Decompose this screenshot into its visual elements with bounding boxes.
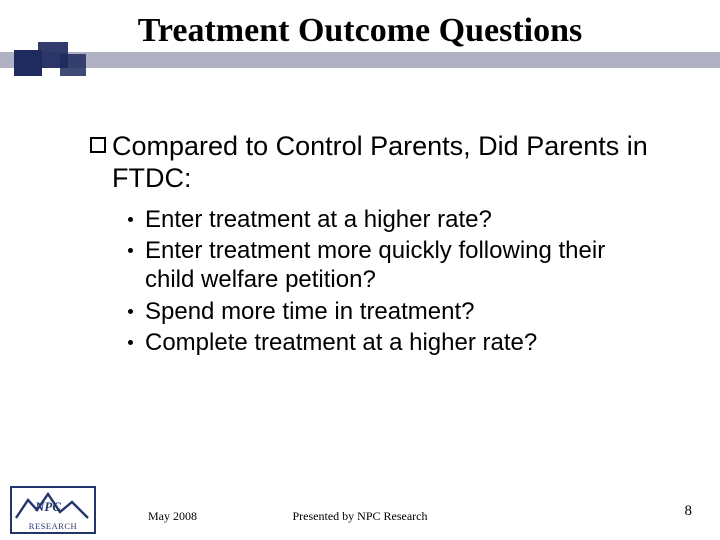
question-text: Compared to Control Parents, Did Parents… xyxy=(112,130,650,195)
dot-bullet-icon xyxy=(128,340,133,345)
list-item-text: Complete treatment at a higher rate? xyxy=(145,328,537,357)
question-item: Compared to Control Parents, Did Parents… xyxy=(90,130,650,195)
accent-square-icon xyxy=(60,54,86,76)
slide-body: Compared to Control Parents, Did Parents… xyxy=(90,130,650,359)
dot-bullet-icon xyxy=(128,248,133,253)
list-item: Enter treatment at a higher rate? xyxy=(128,205,650,234)
list-item-text: Enter treatment more quickly following t… xyxy=(145,236,650,295)
footer-page-number: 8 xyxy=(685,503,693,520)
list-item: Enter treatment more quickly following t… xyxy=(128,236,650,295)
list-item: Spend more time in treatment? xyxy=(128,297,650,326)
dot-bullet-icon xyxy=(128,217,133,222)
footer-presenter: Presented by NPC Research xyxy=(0,509,720,524)
square-bullet-icon xyxy=(90,137,106,153)
dot-bullet-icon xyxy=(128,309,133,314)
title-accent-bar xyxy=(0,52,720,68)
page-title: Treatment Outcome Questions xyxy=(0,12,720,50)
list-item: Complete treatment at a higher rate? xyxy=(128,328,650,357)
title-area: Treatment Outcome Questions xyxy=(0,0,720,50)
list-item-text: Spend more time in treatment? xyxy=(145,297,475,326)
slide-footer: RESEARCH NPC May 2008 Presented by NPC R… xyxy=(0,480,720,540)
list-item-text: Enter treatment at a higher rate? xyxy=(145,205,492,234)
slide: Treatment Outcome Questions Compared to … xyxy=(0,0,720,540)
sub-bullet-list: Enter treatment at a higher rate? Enter … xyxy=(128,205,650,357)
